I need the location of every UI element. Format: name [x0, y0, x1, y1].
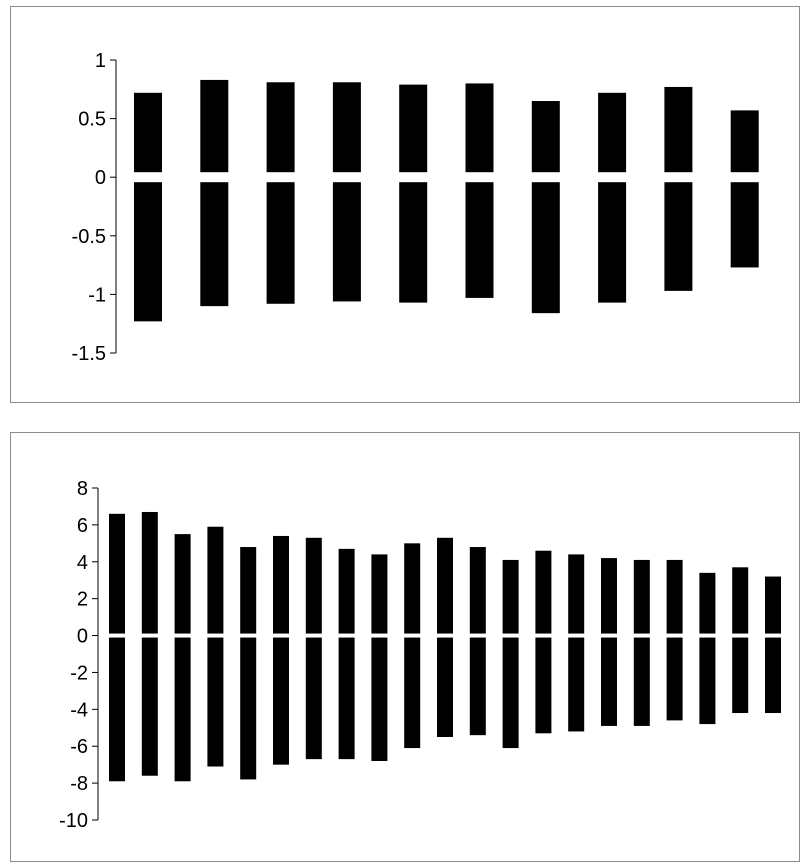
bar-positive — [200, 79, 229, 173]
bar-negative — [765, 637, 781, 714]
bar-negative — [109, 637, 125, 782]
bar-negative — [666, 637, 683, 721]
bar-negative — [469, 637, 486, 736]
bar-positive — [207, 526, 224, 634]
y-tick-label: 6 — [77, 515, 88, 537]
bar-negative — [240, 637, 257, 780]
bar-positive — [332, 82, 361, 173]
bar-positive — [765, 576, 781, 634]
y-tick-label: 0 — [95, 167, 106, 189]
bar-negative — [535, 637, 552, 734]
bar-positive — [732, 567, 749, 634]
bar-positive — [666, 559, 683, 634]
bar-positive — [240, 547, 257, 634]
y-tick-label: 2 — [77, 589, 88, 611]
y-tick-label: -2 — [70, 662, 88, 684]
bar-negative — [207, 637, 224, 767]
bar-negative — [531, 182, 560, 314]
chart-top-plot: -1.5 -1 -0.5 0 0.5 1 — [72, 50, 759, 365]
bar-positive — [699, 572, 716, 634]
bar-negative — [732, 637, 749, 714]
bar-negative — [141, 637, 158, 776]
bar-positive — [134, 92, 162, 173]
bar-positive — [371, 554, 388, 634]
bar-positive — [338, 548, 355, 634]
bar-positive — [174, 534, 191, 634]
bar-negative — [699, 637, 716, 725]
y-tick-label: -1 — [88, 284, 106, 306]
bar-positive — [404, 543, 421, 634]
bar-negative — [273, 637, 289, 765]
bar-positive — [273, 535, 289, 634]
bar-positive — [730, 110, 759, 173]
bar-negative — [730, 182, 759, 268]
chart-bottom-panel: -10 -8 -6 -4 -2 0 2 4 6 8 — [10, 432, 800, 862]
bar-negative — [568, 637, 585, 732]
bar-negative — [465, 182, 494, 298]
bar-negative — [200, 182, 229, 307]
bar-positive — [469, 547, 486, 634]
bar-negative — [598, 182, 627, 303]
y-tick-label: 8 — [77, 478, 88, 500]
bar-negative — [174, 637, 191, 782]
bar-negative — [601, 637, 617, 726]
chart-top-panel: -1.5 -1 -0.5 0 0.5 1 — [10, 6, 800, 403]
bar-positive — [305, 537, 322, 634]
y-tick-label: -4 — [70, 699, 88, 721]
bar-positive — [664, 86, 693, 173]
bar-positive — [437, 537, 453, 634]
y-tick-label: -6 — [70, 736, 88, 758]
bar-negative — [332, 182, 361, 302]
bar-positive — [535, 550, 552, 634]
bar-positive — [633, 559, 650, 634]
bar-positive — [531, 101, 560, 173]
bar-negative — [134, 182, 162, 322]
bar-negative — [664, 182, 693, 291]
bar-positive — [568, 554, 585, 634]
bar-positive — [141, 511, 158, 634]
bar-positive — [399, 84, 428, 173]
bar-negative — [404, 637, 421, 749]
bar-negative — [338, 637, 355, 760]
chart-bottom-plot: -10 -8 -6 -4 -2 0 2 4 6 8 — [59, 478, 781, 832]
y-tick-label: -8 — [70, 773, 88, 795]
bar-positive — [465, 83, 494, 173]
bar-negative — [305, 637, 322, 760]
bar-negative — [266, 182, 295, 304]
bar-negative — [502, 637, 519, 749]
y-tick-label: -10 — [59, 810, 88, 832]
bar-negative — [371, 637, 388, 761]
bar-negative — [633, 637, 650, 726]
y-tick-label: 1 — [95, 50, 106, 72]
bar-positive — [598, 92, 627, 173]
bar-negative — [399, 182, 428, 303]
bar-positive — [266, 82, 295, 173]
y-tick-label: -1.5 — [72, 343, 106, 365]
bar-negative — [437, 637, 453, 737]
y-tick-label: 4 — [77, 552, 88, 574]
bar-positive — [601, 558, 617, 634]
bar-positive — [109, 513, 125, 634]
y-tick-label: 0.5 — [78, 109, 106, 131]
bar-positive — [502, 559, 519, 634]
y-tick-label: 0 — [77, 626, 88, 648]
y-tick-label: -0.5 — [72, 226, 106, 248]
